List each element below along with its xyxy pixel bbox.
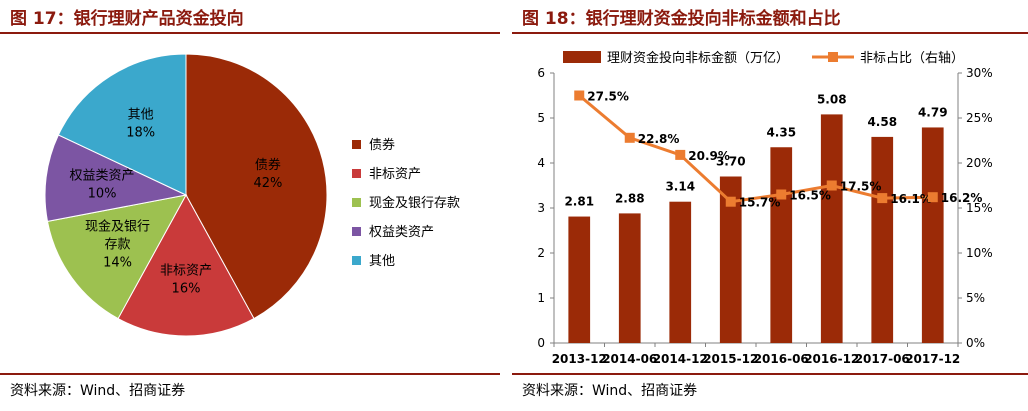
- bar-value-label: 4.58: [867, 115, 897, 129]
- slice-value-label: 14%: [103, 256, 132, 271]
- y-tick-label: 5: [537, 111, 545, 125]
- x-tick-label: 2017-06: [855, 352, 910, 366]
- source-divider: [0, 373, 500, 375]
- bar-value-label: 4.79: [918, 105, 948, 119]
- y-tick-label: 4: [537, 156, 545, 170]
- x-tick-label: 2015-12: [703, 352, 758, 366]
- line-point: [624, 132, 635, 143]
- line-point: [826, 180, 837, 191]
- y2-tick-label: 5%: [966, 291, 985, 305]
- figure-18-title: 图 18：银行理财资金投向非标金额和占比: [522, 9, 841, 29]
- slice-value-label: 18%: [126, 126, 155, 141]
- line-value-label: 16.2%: [941, 191, 983, 205]
- line-point: [877, 193, 888, 204]
- legend-swatch: [352, 227, 361, 236]
- legend-line-marker: [828, 52, 838, 62]
- bar: [669, 201, 692, 343]
- pie-slice: [44, 134, 188, 223]
- y2-tick-label: 10%: [966, 246, 993, 260]
- figure-17-source: 资料来源：Wind、招商证券: [10, 383, 186, 399]
- legend-label: 债券: [369, 137, 395, 153]
- title-divider: [0, 32, 500, 34]
- legend-swatch: [352, 169, 361, 178]
- x-tick-label: 2014-12: [653, 352, 708, 366]
- left-figure-panel: 图 17：银行理财产品资金投向 债券 42% 非标资产 16% 现金及银行 存款 14% 权益…: [0, 0, 500, 411]
- right-figure-panel: 图 18：银行理财资金投向非标金额和占比 0 1 2 3 4 5 6 0% 5% 10% 15% 20…: [512, 0, 1028, 411]
- slice-value-label: 10%: [88, 186, 117, 201]
- x-tick-label: 2016-06: [754, 352, 809, 366]
- legend-swatch: [352, 140, 361, 149]
- bar: [820, 114, 843, 344]
- legend-bar-swatch: [563, 51, 601, 63]
- line-point: [574, 90, 585, 101]
- slice-label: 其他: [128, 108, 154, 123]
- bar: [921, 127, 944, 343]
- slice-label: 债券: [255, 157, 281, 173]
- legend-label: 权益类资产: [369, 224, 434, 240]
- y-tick-label: 3: [537, 201, 545, 215]
- line-point: [776, 189, 787, 200]
- pie-slice: [57, 53, 187, 196]
- legend-label: 其他: [369, 254, 395, 269]
- y2-tick-label: 0%: [966, 336, 985, 350]
- figure-18-source: 资料来源：Wind、招商证券: [522, 383, 698, 399]
- source-divider: [512, 373, 1028, 375]
- bar-value-label: 2.88: [615, 191, 645, 205]
- y-tick-label: 0: [537, 336, 545, 350]
- bar-value-label: 3.14: [665, 180, 695, 194]
- line-point: [675, 149, 686, 160]
- y2-tick-label: 30%: [966, 66, 993, 80]
- line-series: [578, 94, 933, 204]
- y2-tick-label: 15%: [966, 201, 993, 215]
- line-value-label: 22.8%: [638, 132, 680, 146]
- x-tick-label: 2016-12: [804, 352, 859, 366]
- bar-value-label: 5.08: [817, 92, 847, 106]
- line-value-label: 17.5%: [840, 180, 882, 194]
- line-value-label: 16.1%: [890, 192, 932, 206]
- y-tick-label: 1: [537, 291, 545, 305]
- bar: [719, 176, 742, 343]
- slice-label: 现金及银行: [85, 219, 150, 235]
- slice-label: 存款: [105, 238, 131, 253]
- legend-swatch: [352, 256, 361, 265]
- bar-value-label: 3.70: [716, 155, 746, 169]
- y-tick-label: 6: [537, 66, 545, 80]
- y-tick-label: 2: [537, 246, 545, 260]
- legend-label: 现金及银行存款: [369, 195, 460, 211]
- figure-17-title: 图 17：银行理财产品资金投向: [10, 9, 244, 29]
- line-value-label: 27.5%: [587, 90, 629, 104]
- y2-tick-label: 20%: [966, 156, 993, 170]
- legend-swatch: [352, 198, 361, 207]
- line-point: [725, 196, 736, 207]
- pie-slice: [46, 194, 187, 320]
- x-tick-label: 2014-06: [602, 352, 657, 366]
- line-value-label: 15.7%: [739, 196, 781, 210]
- x-tick-label: 2017-12: [905, 352, 960, 366]
- pie-chart: 债券42%非标资产16%现金及银行存款14%权益类资产10%其他18%债券非标资…: [44, 53, 460, 337]
- bar: [871, 136, 894, 343]
- bar-line-combo-chart: 0 1 2 3 4 5 6 0% 5% 10% 15% 20% 25% 30% 2013-122014-06…: [537, 50, 993, 366]
- line-value-label: 20.9%: [688, 149, 730, 163]
- slice-label: 权益类资产: [70, 167, 135, 183]
- y2-tick-label: 25%: [966, 111, 993, 125]
- pie-slice: [117, 193, 255, 337]
- bar: [618, 213, 641, 343]
- legend-line-label: 非标占比（右轴）: [860, 51, 964, 66]
- pie-slice: [185, 53, 328, 320]
- bar: [770, 147, 793, 343]
- bar-value-label: 2.81: [564, 195, 594, 209]
- bar-value-label: 4.35: [766, 125, 796, 139]
- slice-value-label: 16%: [172, 282, 201, 297]
- slice-label: 非标资产: [160, 264, 212, 279]
- legend-label: 非标资产: [369, 167, 421, 182]
- bar: [568, 216, 591, 343]
- x-tick-label: 2013-12: [552, 352, 607, 366]
- title-divider: [512, 32, 1028, 34]
- slice-value-label: 42%: [253, 176, 282, 191]
- legend-bar-label: 理财资金投向非标金额（万亿）: [607, 50, 789, 66]
- line-point: [927, 192, 938, 203]
- line-value-label: 16.5%: [789, 189, 831, 203]
